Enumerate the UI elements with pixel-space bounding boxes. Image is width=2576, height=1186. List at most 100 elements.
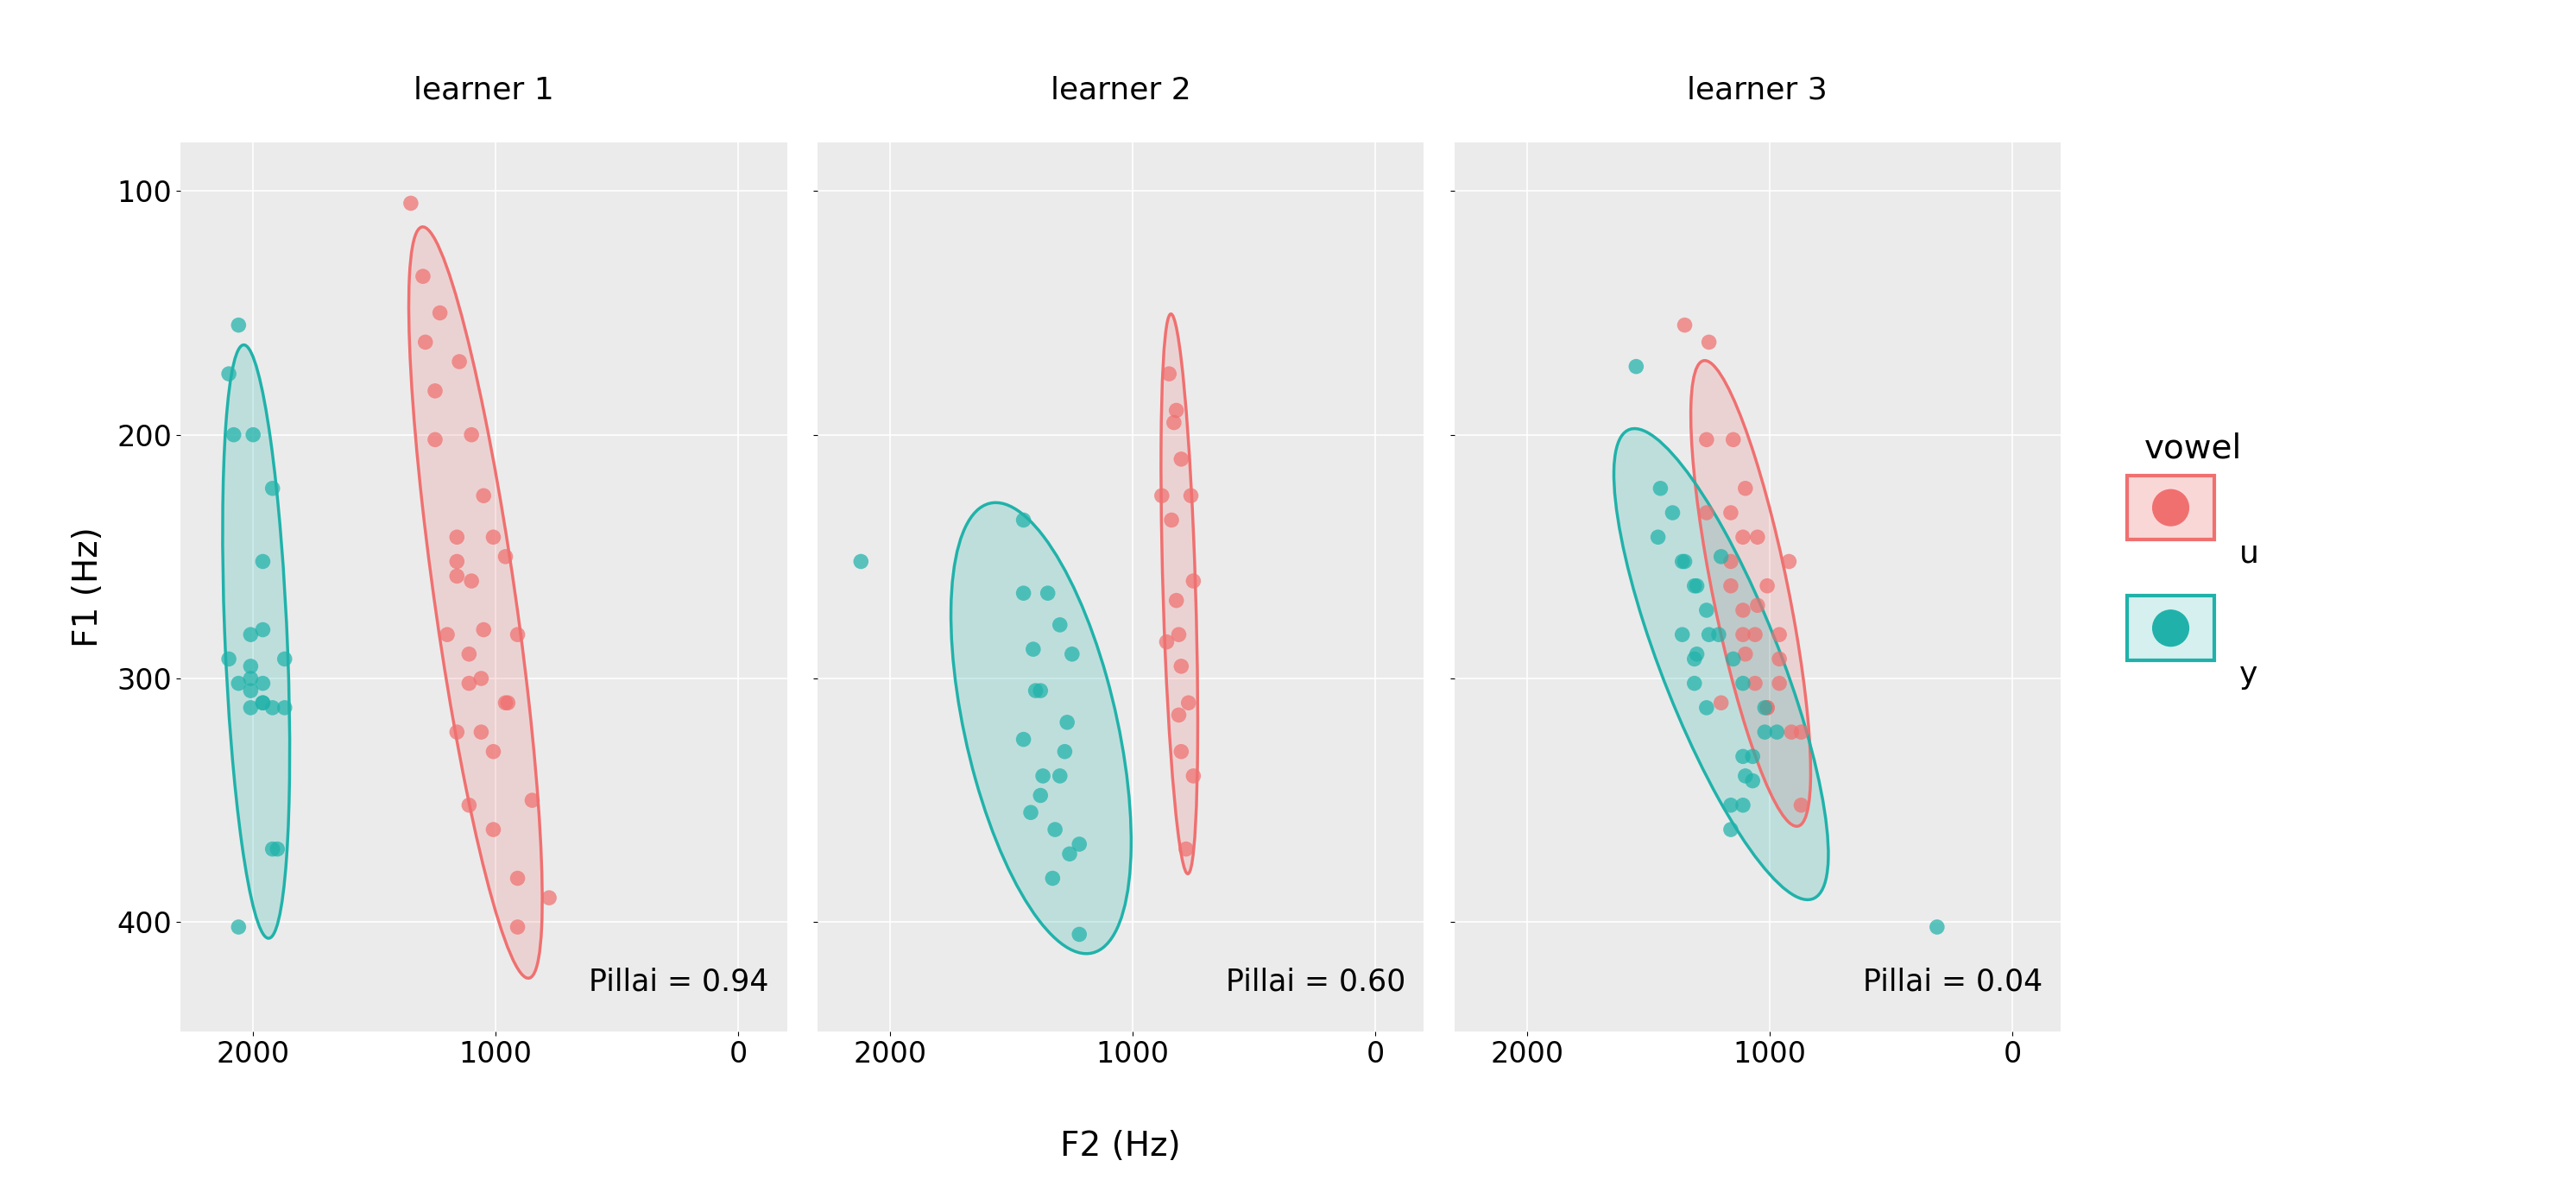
Point bbox=[242, 551, 283, 570]
Point bbox=[214, 426, 255, 445]
Point bbox=[1917, 918, 1958, 937]
Point bbox=[487, 694, 528, 713]
Point bbox=[428, 625, 469, 644]
Point bbox=[448, 645, 489, 664]
Point bbox=[1677, 576, 1718, 595]
Ellipse shape bbox=[1690, 361, 1811, 827]
Point bbox=[1710, 551, 1752, 570]
Point bbox=[484, 694, 526, 713]
Point bbox=[1159, 625, 1200, 644]
Point bbox=[229, 625, 270, 644]
Point bbox=[1734, 674, 1775, 693]
Point bbox=[1012, 639, 1054, 658]
Point bbox=[242, 620, 283, 639]
Point bbox=[1662, 551, 1703, 570]
Point bbox=[464, 486, 505, 505]
Point bbox=[1700, 547, 1741, 566]
Point bbox=[484, 547, 526, 566]
Point bbox=[1638, 528, 1680, 547]
Point bbox=[1723, 796, 1765, 815]
Point bbox=[1033, 869, 1074, 888]
Point bbox=[1770, 551, 1811, 570]
Point bbox=[1651, 503, 1692, 522]
Point bbox=[219, 674, 260, 693]
Point bbox=[1038, 766, 1079, 785]
Point bbox=[1023, 766, 1064, 785]
Point bbox=[402, 267, 443, 286]
Point bbox=[258, 840, 299, 859]
Point bbox=[461, 669, 502, 688]
Point bbox=[1687, 332, 1728, 351]
Point bbox=[438, 352, 479, 371]
Point bbox=[448, 796, 489, 815]
Y-axis label: F1 (Hz): F1 (Hz) bbox=[72, 527, 106, 648]
Ellipse shape bbox=[951, 503, 1131, 954]
Point bbox=[497, 869, 538, 888]
Point bbox=[242, 694, 283, 713]
Point bbox=[1723, 528, 1765, 547]
Point bbox=[219, 315, 260, 334]
Point bbox=[1759, 625, 1801, 644]
Point bbox=[1687, 625, 1728, 644]
Point bbox=[1726, 645, 1767, 664]
Point bbox=[1036, 820, 1077, 839]
Point bbox=[1154, 413, 1195, 432]
Point bbox=[1698, 625, 1739, 644]
Point bbox=[1046, 713, 1087, 732]
Point bbox=[1167, 694, 1208, 713]
Point bbox=[435, 567, 477, 586]
Point bbox=[252, 699, 294, 718]
Point bbox=[1170, 486, 1211, 505]
Point bbox=[1002, 729, 1043, 748]
Point bbox=[1723, 601, 1765, 620]
Point bbox=[1770, 722, 1811, 741]
Point bbox=[1723, 747, 1765, 766]
Point bbox=[420, 304, 461, 323]
Point bbox=[435, 551, 477, 570]
Point bbox=[1664, 551, 1705, 570]
Point bbox=[1747, 699, 1788, 718]
Point bbox=[1020, 681, 1061, 700]
Point bbox=[1726, 766, 1767, 785]
Point bbox=[1780, 796, 1821, 815]
Point bbox=[1710, 503, 1752, 522]
Point bbox=[1710, 796, 1752, 815]
Point bbox=[1736, 595, 1777, 614]
Point bbox=[209, 364, 250, 383]
Point bbox=[435, 528, 477, 547]
Point bbox=[415, 382, 456, 401]
Point bbox=[1641, 479, 1682, 498]
Point bbox=[1710, 820, 1752, 839]
Point bbox=[448, 674, 489, 693]
Point bbox=[1172, 766, 1213, 785]
Point bbox=[1710, 576, 1752, 595]
Point bbox=[451, 572, 492, 591]
Text: Pillai = 0.60: Pillai = 0.60 bbox=[1226, 967, 1406, 996]
Point bbox=[1172, 572, 1213, 591]
Point bbox=[497, 918, 538, 937]
Point bbox=[464, 620, 505, 639]
Point bbox=[1744, 699, 1785, 718]
Point bbox=[1757, 722, 1798, 741]
Point bbox=[1723, 625, 1765, 644]
Point bbox=[1726, 479, 1767, 498]
Point bbox=[265, 650, 307, 669]
Point bbox=[1002, 584, 1043, 602]
Point bbox=[1662, 625, 1703, 644]
Point bbox=[1685, 601, 1726, 620]
Point bbox=[1723, 674, 1765, 693]
Point bbox=[219, 918, 260, 937]
Point bbox=[242, 694, 283, 713]
Point bbox=[1664, 315, 1705, 334]
Point bbox=[1146, 632, 1188, 651]
Point bbox=[1157, 401, 1198, 420]
Point bbox=[1051, 645, 1092, 664]
Point bbox=[497, 625, 538, 644]
Point bbox=[1747, 699, 1788, 718]
Point bbox=[1010, 803, 1051, 822]
Point bbox=[209, 650, 250, 669]
Point bbox=[229, 699, 270, 718]
Point bbox=[1020, 786, 1061, 805]
Point bbox=[474, 742, 515, 761]
Point bbox=[1736, 528, 1777, 547]
